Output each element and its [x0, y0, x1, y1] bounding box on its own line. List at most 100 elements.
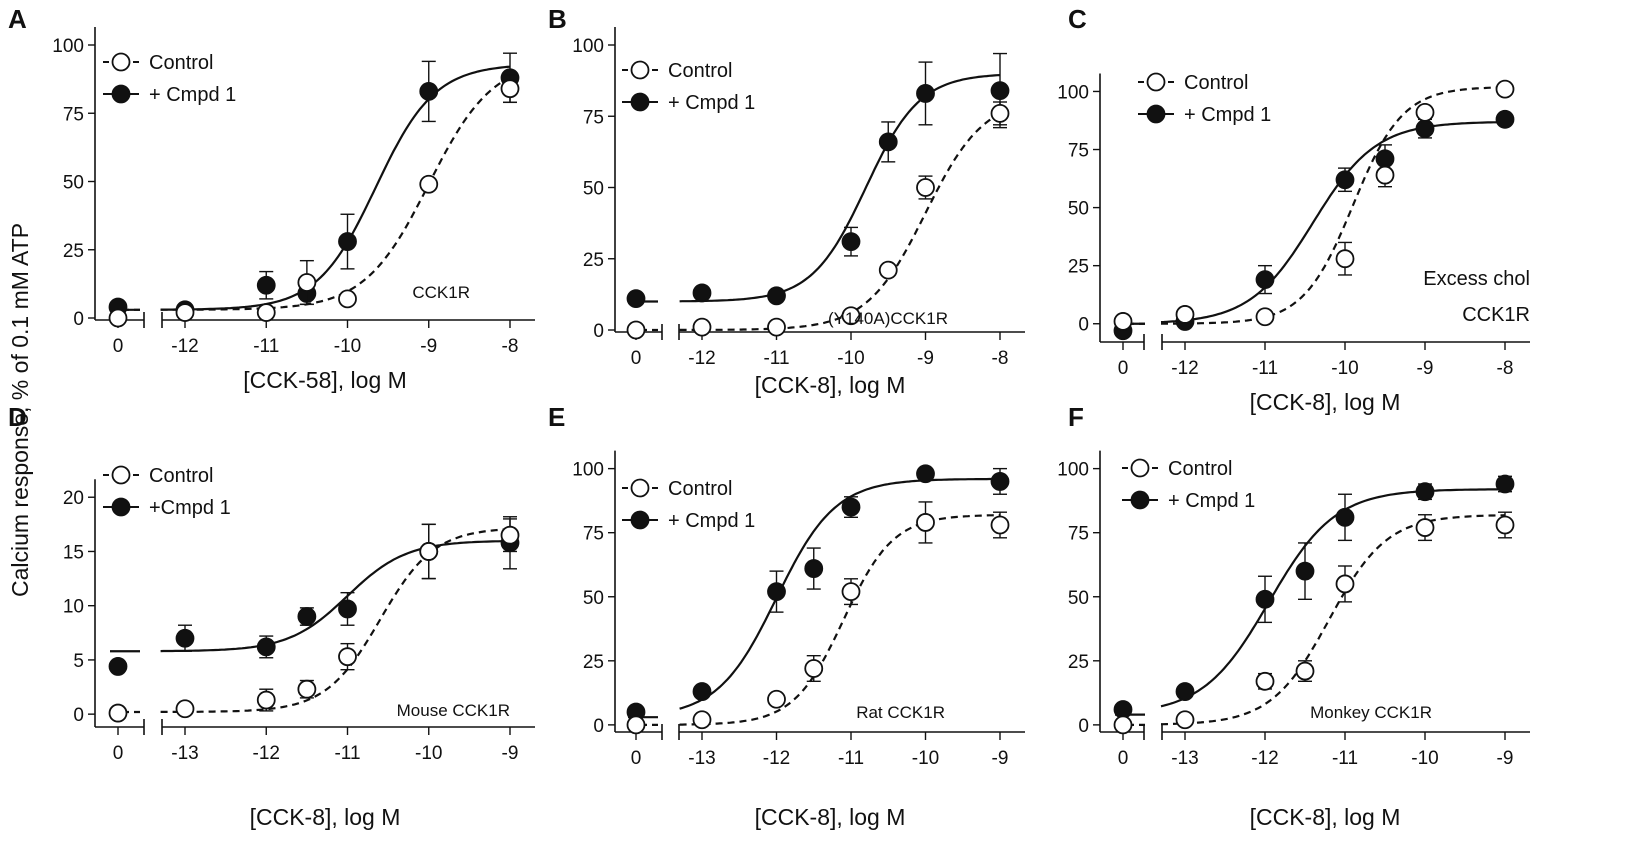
- data-point-control: [297, 679, 317, 699]
- y-tick-label: 0: [593, 321, 604, 342]
- panel-e: E 0 25 50 75 100 0 -13 -12 -11 -10 -9 [CCK-8], log M…: [548, 402, 1025, 830]
- data-point-control: [1415, 518, 1435, 537]
- panel-f: F 0 25 50 75 100 0 -13 -12 -11 -10 -9 [CCK-8], log M…: [1057, 402, 1530, 830]
- fit-curve-cmpd1: [1160, 488, 1505, 708]
- y-tick-label: 5: [73, 651, 84, 672]
- data-point-control: [108, 703, 128, 723]
- data-point-control: [500, 525, 520, 545]
- x-tick-label: -13: [688, 748, 715, 769]
- y-tick-label: 50: [583, 179, 604, 200]
- x-tick-label: -10: [1331, 358, 1358, 379]
- data-point-cmpd1: [692, 682, 712, 701]
- data-point-control: [878, 260, 898, 280]
- data-point-control: [175, 303, 195, 322]
- legend-marker-control: [1146, 72, 1166, 92]
- x-tick-label: -8: [502, 336, 519, 357]
- data-point-control: [692, 317, 712, 337]
- fit-curve-control: [1161, 514, 1506, 726]
- panel-a: A 0 25 50 75 100 0 -12 -11 -10 -9 -8 [CCK-58], log M…: [8, 4, 535, 393]
- y-tick-label: 25: [583, 652, 604, 673]
- data-point-cmpd1: [1295, 561, 1315, 581]
- data-point-control: [626, 715, 646, 735]
- data-point-control: [297, 273, 317, 292]
- data-point-cmpd1: [767, 582, 786, 602]
- x-tick-label: -12: [253, 743, 280, 764]
- x-tick-label: -12: [688, 348, 715, 369]
- data-point-control: [1113, 312, 1133, 331]
- data-point-control: [338, 647, 357, 667]
- panel-d: D 0 5 10 15 20 0 -13 -12 -11 -10 -9 [CCK-8], log M Co…: [8, 402, 535, 830]
- y-tick-label: 75: [63, 104, 84, 125]
- x-tick-label-zero: 0: [1118, 748, 1129, 769]
- data-point-control: [1415, 102, 1435, 122]
- data-point-control: [1335, 574, 1355, 594]
- data-point-control: [1375, 165, 1395, 185]
- data-point-cmpd1: [767, 286, 786, 306]
- x-tick-label: -13: [171, 743, 198, 764]
- x-axis-label: [CCK-58], log M: [243, 367, 407, 393]
- x-tick-label-zero: 0: [113, 336, 124, 357]
- data-point-cmpd1: [1495, 474, 1515, 494]
- legend-marker-control: [630, 60, 650, 80]
- panel-annotation: Excess chol: [1423, 268, 1530, 290]
- data-point-cmpd1: [1415, 482, 1435, 502]
- x-tick-label: -12: [171, 336, 198, 357]
- panel-annotation: CCK1R: [412, 283, 470, 302]
- y-tick-label: 100: [1057, 82, 1089, 103]
- legend-marker-cmpd1: [111, 497, 131, 517]
- legend-marker-control: [1130, 458, 1150, 478]
- fit-curve-cmpd1: [160, 65, 511, 311]
- panel-letter-a: A: [8, 4, 27, 34]
- y-tick-label: 75: [583, 107, 604, 128]
- fit-curve-cmpd1: [679, 74, 1001, 303]
- data-point-cmpd1: [175, 628, 195, 648]
- legend-label-cmpd1: + Cmpd 1: [149, 84, 236, 106]
- x-tick-label: -11: [1252, 358, 1278, 379]
- legend-marker-cmpd1: [1146, 104, 1166, 124]
- y-tick-label: 25: [63, 241, 84, 262]
- panel-letter-e: E: [548, 402, 565, 432]
- y-tick-label: 0: [1078, 716, 1089, 737]
- data-point-control: [1495, 79, 1515, 99]
- y-tick-label: 0: [1078, 315, 1089, 336]
- x-tick-label: -9: [1497, 748, 1514, 769]
- data-point-cmpd1: [1255, 589, 1275, 609]
- legend-label-cmpd1: + Cmpd 1: [668, 510, 755, 532]
- x-tick-label: -9: [992, 748, 1009, 769]
- legend-marker-control: [111, 465, 131, 485]
- data-point-cmpd1: [1415, 119, 1435, 139]
- fit-curve-cmpd1: [160, 540, 510, 653]
- data-point-control: [1255, 307, 1275, 327]
- x-tick-label: -11: [838, 748, 864, 769]
- x-tick-label-zero: 0: [1118, 358, 1129, 379]
- y-tick-label: 75: [583, 524, 604, 545]
- data-point-control: [692, 710, 712, 730]
- y-tick-label: 15: [63, 542, 84, 563]
- data-point-cmpd1: [419, 82, 439, 101]
- x-tick-label: -11: [334, 743, 360, 764]
- data-point-control: [841, 306, 861, 326]
- panel-annotation: Mouse CCK1R: [397, 701, 510, 720]
- x-tick-label: -13: [1171, 748, 1198, 769]
- legend-marker-cmpd1: [630, 92, 650, 112]
- x-tick-label: -10: [837, 348, 864, 369]
- data-point-control: [256, 690, 276, 710]
- legend-label-control: Control: [149, 465, 213, 487]
- data-point-cmpd1: [1175, 682, 1195, 701]
- data-point-control: [419, 174, 439, 194]
- x-tick-label: -11: [1332, 748, 1358, 769]
- panel-annotation: Monkey CCK1R: [1310, 703, 1432, 722]
- data-point-cmpd1: [878, 132, 898, 152]
- x-tick-label: -10: [334, 336, 361, 357]
- x-tick-label: -9: [502, 743, 519, 764]
- y-tick-label: 50: [63, 173, 84, 194]
- data-point-cmpd1: [297, 607, 317, 626]
- data-point-cmpd1: [1495, 109, 1515, 129]
- data-point-control: [1255, 671, 1275, 691]
- data-point-control: [804, 659, 824, 678]
- data-point-cmpd1: [990, 472, 1010, 491]
- data-point-control: [767, 317, 786, 337]
- panel-letter-f: F: [1068, 402, 1084, 432]
- y-tick-label: 25: [1068, 257, 1089, 278]
